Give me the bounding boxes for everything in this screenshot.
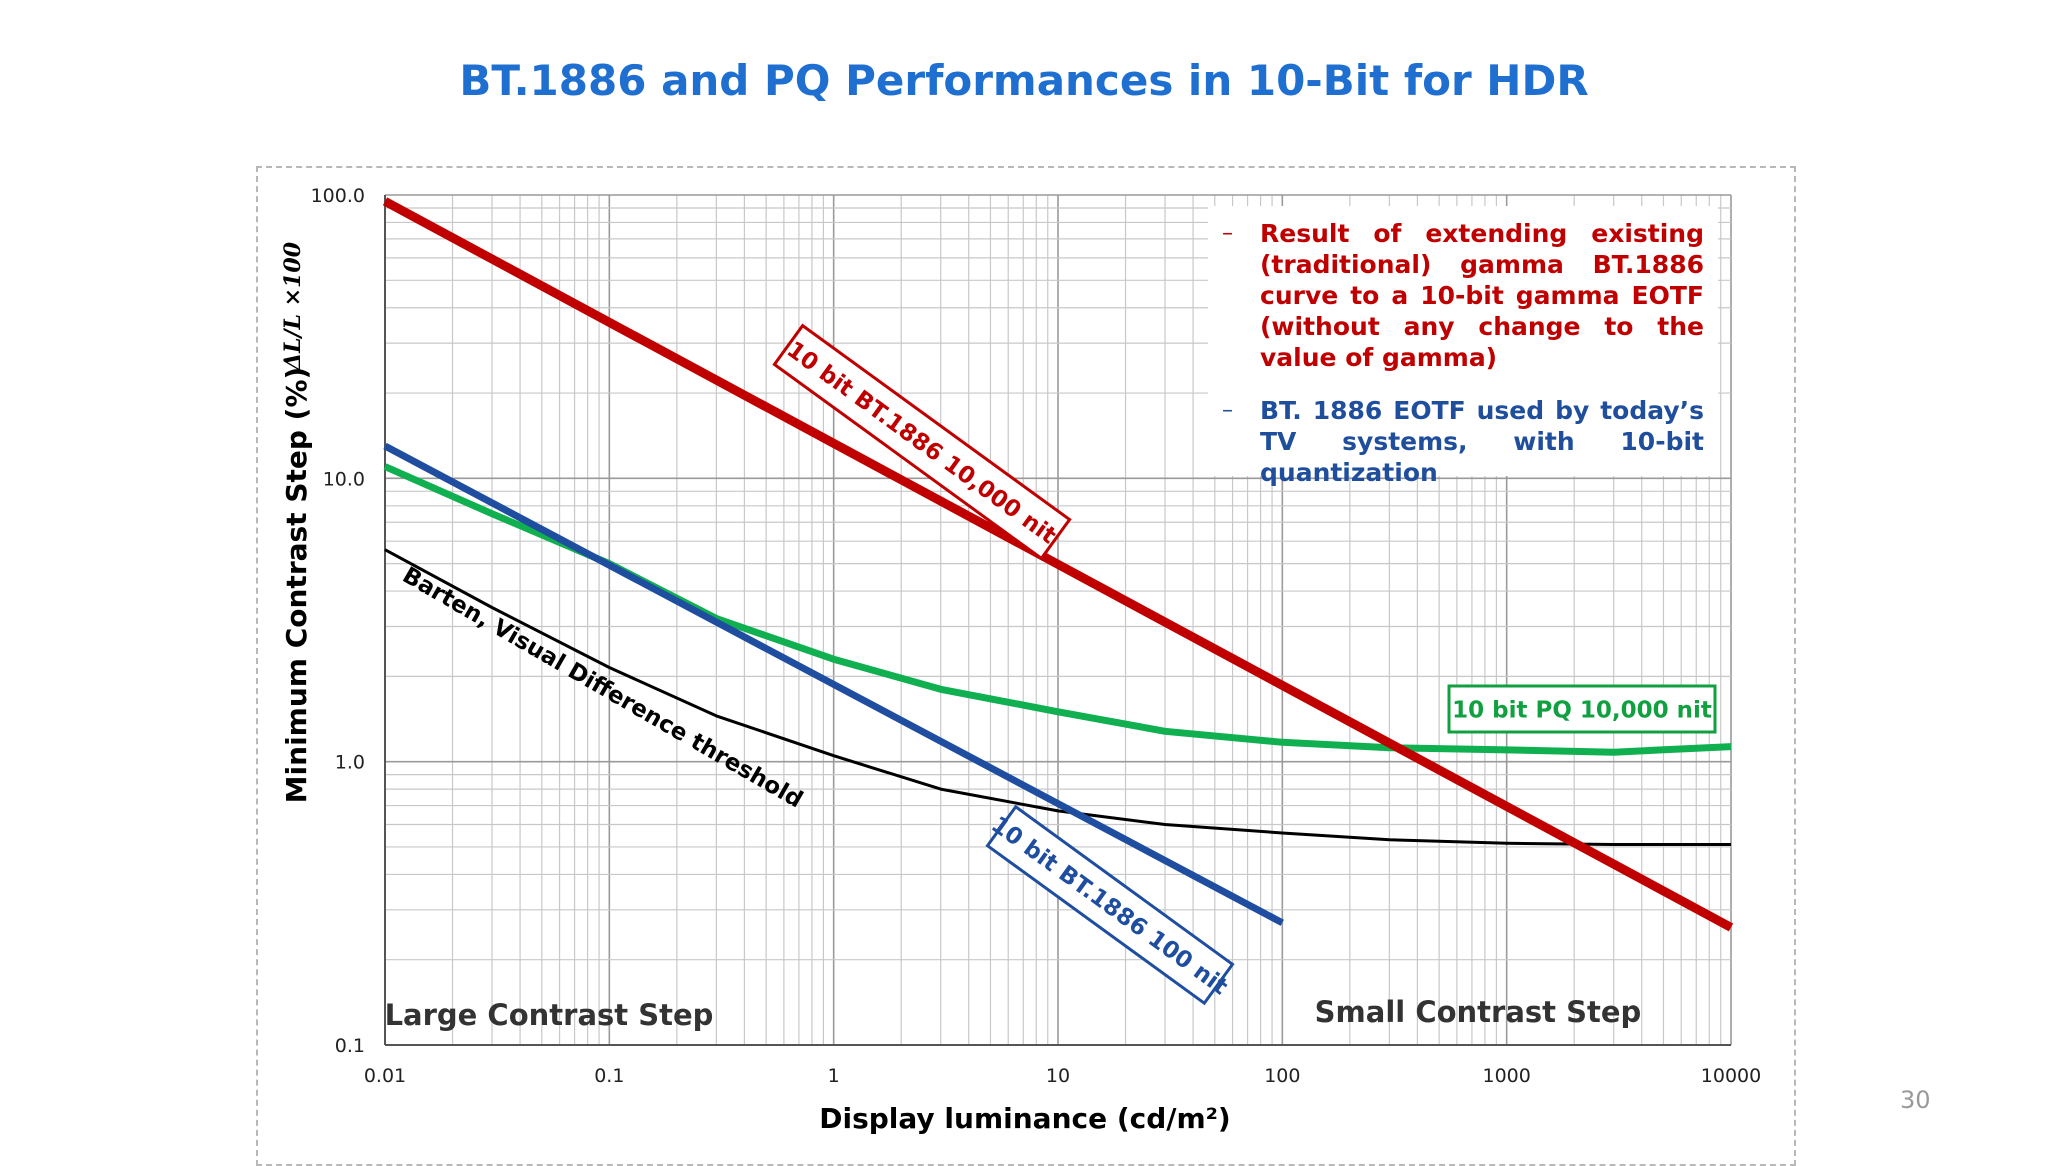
legend-dash-blue: – (1222, 398, 1233, 423)
y-tick-label: 1.0 (335, 752, 365, 774)
y-axis-formula: ΔL/L ×100 (280, 241, 306, 371)
x-tick-label: 100 (1264, 1065, 1300, 1087)
x-tick-label: 0.1 (594, 1065, 624, 1087)
legend-item-bt1886-extended: – Result of extending existing (traditio… (1222, 218, 1704, 373)
legend-text-bt1886-today: BT. 1886 EOTF used by today’s TV systems… (1260, 396, 1704, 487)
series-line (384, 548, 1731, 846)
label-bt1886-10000nit: 10 bit BT.1886 10,000 nit (772, 323, 1072, 561)
y-axis-label: Minimum Contrast Step (%) (280, 367, 313, 804)
label-large-contrast-step: Large Contrast Step (385, 998, 714, 1032)
series-line (383, 442, 1284, 926)
series (382, 197, 1734, 932)
x-axis-label: Display luminance (cd/m²) (819, 1102, 1230, 1135)
x-tick-label: 0.01 (364, 1065, 406, 1087)
x-tick-label: 10000 (1701, 1065, 1761, 1087)
y-tick-label: 10.0 (323, 468, 365, 490)
y-tick-label: 0.1 (335, 1035, 365, 1057)
label-small-contrast-step: Small Contrast Step (1315, 995, 1642, 1029)
legend: – Result of extending existing (traditio… (1208, 206, 1718, 487)
y-tick-label: 100.0 (311, 185, 365, 207)
label-pq-10000nit-box (1447, 684, 1717, 734)
legend-dash-red: – (1222, 221, 1233, 246)
label-barten: Barten, Visual Difference threshold (398, 562, 807, 813)
slide-title: BT.1886 and PQ Performances in 10-Bit fo… (459, 56, 1589, 105)
label-pq-10000nit: 10 bit PQ 10,000 nit (1447, 684, 1717, 734)
legend-item-bt1886-today: – BT. 1886 EOTF used by today’s TV syste… (1222, 395, 1704, 488)
label-bt1886-100nit-box (985, 804, 1235, 1006)
label-bt1886-10000nit-box (772, 323, 1072, 561)
label-pq-10000nit-text: 10 bit PQ 10,000 nit (1452, 697, 1712, 723)
x-tick-label: 1 (828, 1065, 840, 1087)
page-number: 30 (1900, 1086, 1931, 1114)
series-line (382, 197, 1734, 932)
legend-text-bt1886-extended: Result of extending existing (traditiona… (1260, 219, 1704, 372)
grid (384, 194, 1732, 1046)
tick-labels: 0.01 0.1 1 10 100 1000 10000 0.1 1.0 10.0 100.0 Dis… (280, 185, 1761, 1135)
x-tick-label: 10 (1046, 1065, 1070, 1087)
x-tick-label: 1000 (1482, 1065, 1530, 1087)
